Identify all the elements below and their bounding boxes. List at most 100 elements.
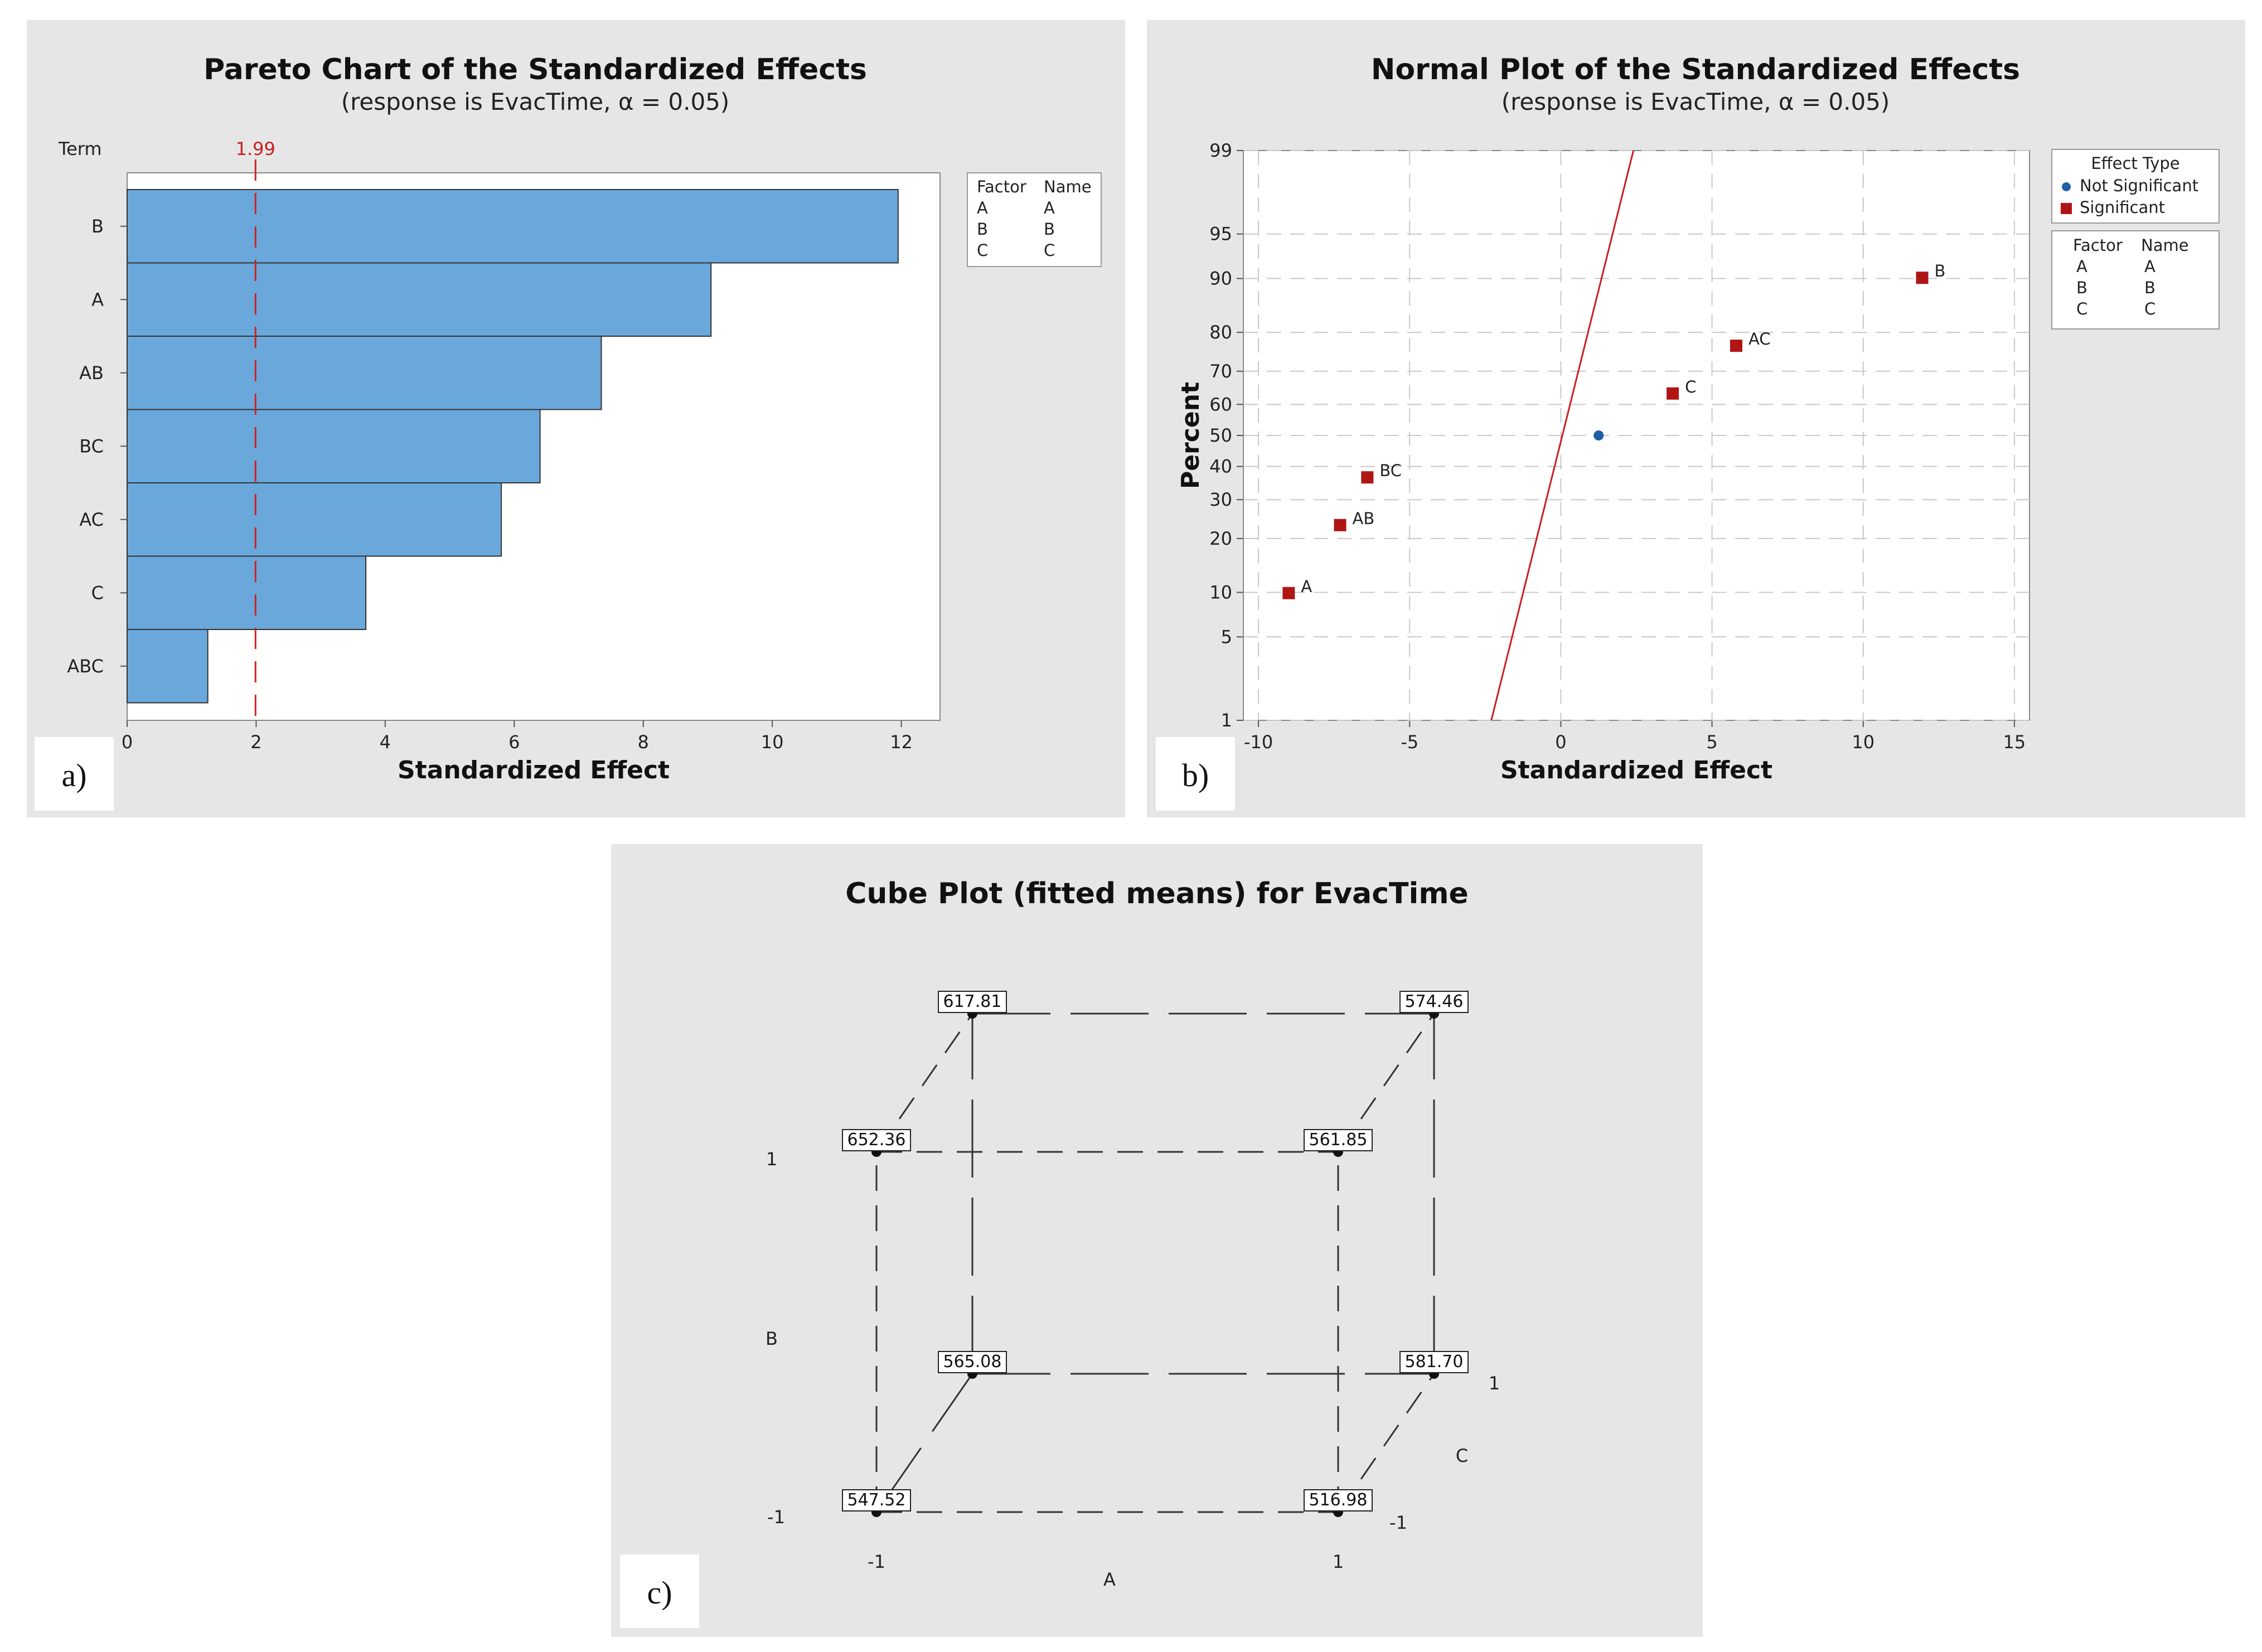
cube-edge: [1337, 1013, 1435, 1152]
pareto-legend: [967, 172, 1102, 267]
pareto-title: Pareto Chart of the Standardized Effects: [204, 53, 867, 86]
normal-point-label: BC: [1379, 461, 1402, 480]
pareto-xtick-label: 0: [122, 731, 133, 753]
pareto-category-label: A: [91, 289, 104, 310]
cube-a-level-high: 1: [1333, 1551, 1344, 1572]
cube-value-box: [1304, 1129, 1373, 1151]
normal-ytick-label: 30: [1209, 489, 1232, 510]
normal-xtick-label: 10: [1852, 731, 1874, 753]
normal-title: Normal Plot of the Standardized Effects: [1371, 53, 2020, 86]
normal-ytick-label: 5: [1221, 626, 1232, 647]
panel-letter-a-box: [35, 737, 114, 811]
normal-point-label: C: [1685, 377, 1696, 396]
pareto-subtitle: (response is EvacTime, α = 0.05): [341, 88, 730, 115]
pareto-legend-header-factor: Factor: [977, 177, 1026, 196]
normal-point-not-significant: [1593, 430, 1604, 440]
normal-ytick-label: 50: [1209, 425, 1232, 446]
cube-edge: [875, 1373, 973, 1513]
normal-ylabel: Percent: [1176, 382, 1205, 489]
normal-ytick-label: 70: [1209, 361, 1232, 382]
normal-legend-header-name: Name: [2141, 236, 2189, 255]
cube-b-level-high: 1: [766, 1149, 777, 1170]
normal-ytick-label: 60: [1209, 394, 1232, 415]
pareto-reference-label: 1.99: [236, 138, 275, 159]
normal-xtick-label: 5: [1706, 731, 1717, 753]
pareto-xtick-label: 6: [508, 731, 520, 753]
cube-title: Cube Plot (fitted means) for EvacTime: [845, 877, 1469, 910]
panel-letter-c-box: [620, 1554, 699, 1628]
normal-ytick-label: 1: [1221, 710, 1232, 731]
pareto-legend-factor: B: [977, 220, 988, 239]
normal-legend-factor: B: [2076, 278, 2087, 297]
normal-legend-name: B: [2144, 278, 2156, 297]
legend-significant-marker: [2061, 203, 2072, 214]
normal-xtick-label: 15: [2003, 731, 2026, 753]
legend-not-significant-marker: [2062, 182, 2071, 191]
pareto-bar-ab: [127, 336, 602, 410]
pareto-bar-c: [127, 555, 367, 630]
effect-type-legend: [2051, 149, 2220, 224]
cube-value-box: [938, 991, 1007, 1013]
normal-factor-legend: [2051, 230, 2220, 330]
normal-point-label: AB: [1353, 509, 1375, 528]
pareto-panel: Pareto Chart of the Standardized Effects…: [27, 20, 1125, 817]
normal-ytick-label: 80: [1209, 322, 1232, 343]
cube-c-axis-label: C: [1456, 1445, 1468, 1466]
pareto-bar-bc: [127, 409, 541, 483]
pareto-legend-factor: A: [977, 198, 988, 217]
normal-legend-name: A: [2144, 257, 2156, 276]
cube-value-label: 565.08: [943, 1352, 1002, 1372]
pareto-legend-name: A: [1044, 198, 1055, 217]
pareto-ylabel: Term: [58, 138, 102, 159]
normal-point-bc: [1361, 471, 1374, 484]
cube-c-level-high: 1: [1489, 1373, 1500, 1394]
pareto-xtick-label: 2: [250, 731, 261, 753]
legend-not-significant-label: Not Significant: [2080, 176, 2198, 195]
normal-point-label: A: [1301, 577, 1312, 596]
cube-value-label: 516.98: [1309, 1490, 1368, 1510]
normal-ytick-label: 10: [1209, 582, 1232, 603]
normal-fit-line: [1490, 150, 1635, 721]
cube-value-label: 547.52: [847, 1490, 906, 1510]
normal-ytick-label: 20: [1209, 528, 1232, 549]
pareto-bar-ac: [127, 482, 502, 557]
panel-letter-c: c): [647, 1575, 672, 1611]
pareto-legend-name: C: [1044, 241, 1055, 260]
pareto-bar-abc: [127, 629, 209, 704]
pareto-category-label: C: [91, 582, 104, 603]
pareto-legend-header-name: Name: [1044, 177, 1092, 196]
legend-significant-label: Significant: [2080, 198, 2165, 217]
pareto-category-label: BC: [79, 435, 104, 457]
cube-value-box: [938, 1351, 1007, 1373]
pareto-xtick-label: 10: [761, 731, 784, 753]
cube-a-level-low: -1: [868, 1551, 885, 1572]
cube-value-label: 581.70: [1405, 1352, 1464, 1372]
pareto-legend-factor: C: [977, 241, 988, 260]
pareto-category-label: AC: [79, 509, 104, 530]
cube-value-box: [842, 1489, 911, 1511]
normal-point-ab: [1334, 519, 1346, 531]
pareto-xtick-label: 4: [380, 731, 391, 753]
cube-plot-panel: Cube Plot (fitted means) for EvacTime 54…: [611, 844, 1703, 1637]
cube-a-axis-label: A: [1103, 1569, 1116, 1590]
cube-b-level-low: -1: [767, 1506, 785, 1528]
normal-subtitle: (response is EvacTime, α = 0.05): [1501, 88, 1890, 115]
pareto-xlabel: Standardized Effect: [398, 756, 670, 784]
cube-value-box: [1304, 1489, 1373, 1511]
cube-edge: [1337, 1373, 1435, 1513]
cube-value-label: 652.36: [847, 1130, 906, 1150]
normal-point-c: [1667, 387, 1679, 400]
cube-value-label: 561.85: [1309, 1130, 1368, 1150]
normal-point-a: [1282, 587, 1295, 599]
pareto-legend-name: B: [1044, 220, 1055, 239]
cube-c-level-low: -1: [1389, 1512, 1407, 1533]
cube-edge: [875, 1013, 973, 1152]
cube-b-axis-label: B: [766, 1328, 778, 1349]
cube-value-box: [1399, 991, 1469, 1013]
normal-xtick-label: -5: [1401, 731, 1418, 753]
pareto-category-label: ABC: [67, 656, 104, 677]
cube-value-box: [1399, 1351, 1469, 1373]
normal-ytick-label: 99: [1209, 140, 1232, 161]
pareto-xtick-label: 8: [638, 731, 649, 753]
normal-xtick-label: -10: [1244, 731, 1273, 753]
